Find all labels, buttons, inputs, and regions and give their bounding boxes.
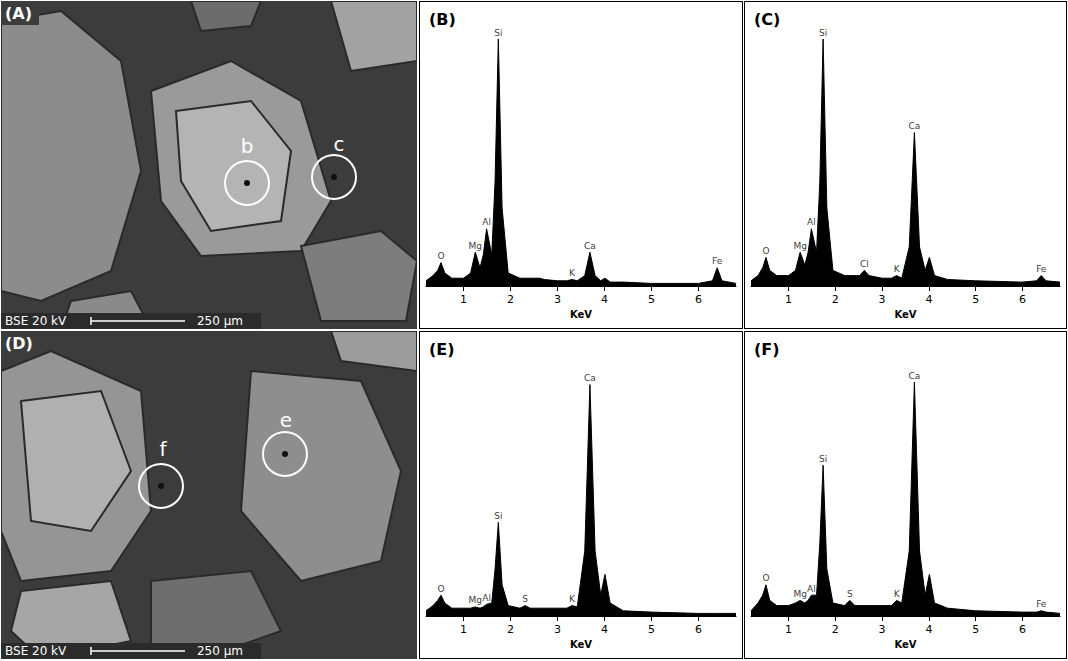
svg-text:2: 2: [507, 623, 514, 636]
svg-text:Si: Si: [819, 454, 827, 464]
svg-text:S: S: [522, 594, 528, 604]
svg-text:Ca: Ca: [908, 371, 920, 381]
svg-text:BSE 20 kV: BSE 20 kV: [5, 314, 67, 328]
svg-text:(A): (A): [5, 4, 32, 23]
svg-text:Al: Al: [807, 584, 816, 594]
svg-text:Ca: Ca: [584, 373, 596, 383]
svg-text:4: 4: [601, 623, 608, 636]
svg-text:2: 2: [832, 623, 839, 636]
svg-text:K: K: [894, 589, 901, 599]
svg-text:Fe: Fe: [1036, 264, 1047, 274]
svg-text:3: 3: [554, 293, 561, 306]
svg-text:6: 6: [1019, 623, 1026, 636]
svg-text:250 µm: 250 µm: [197, 644, 243, 658]
svg-text:K: K: [569, 594, 576, 604]
svg-text:(E): (E): [429, 340, 455, 359]
svg-text:f: f: [159, 437, 167, 461]
svg-text:5: 5: [648, 293, 655, 306]
svg-text:Fe: Fe: [1036, 599, 1047, 609]
svg-text:O: O: [762, 246, 769, 256]
svg-text:2: 2: [832, 293, 839, 306]
svg-text:6: 6: [695, 293, 702, 306]
svg-text:Mg: Mg: [469, 241, 482, 251]
svg-text:(C): (C): [754, 10, 780, 29]
svg-text:5: 5: [972, 623, 979, 636]
svg-text:Ca: Ca: [584, 241, 596, 251]
svg-text:S: S: [847, 589, 853, 599]
svg-text:5: 5: [648, 623, 655, 636]
svg-text:3: 3: [879, 293, 886, 306]
svg-text:KeV: KeV: [570, 639, 592, 650]
svg-text:(D): (D): [5, 334, 33, 353]
svg-text:1: 1: [460, 623, 467, 636]
svg-text:Ca: Ca: [908, 121, 920, 131]
svg-text:1: 1: [460, 293, 467, 306]
svg-text:5: 5: [972, 293, 979, 306]
svg-text:Si: Si: [494, 511, 502, 521]
svg-text:e: e: [280, 408, 292, 432]
svg-text:(B): (B): [429, 10, 456, 29]
svg-text:Mg: Mg: [793, 589, 806, 599]
svg-text:Si: Si: [819, 28, 827, 38]
svg-text:KeV: KeV: [570, 309, 592, 320]
svg-text:KeV: KeV: [894, 639, 916, 650]
svg-text:(F): (F): [754, 340, 780, 359]
svg-text:KeV: KeV: [894, 309, 916, 320]
svg-text:Cl: Cl: [860, 259, 869, 269]
svg-text:2: 2: [507, 293, 514, 306]
svg-text:1: 1: [785, 623, 792, 636]
svg-text:1: 1: [785, 293, 792, 306]
svg-text:K: K: [894, 264, 901, 274]
svg-text:Si: Si: [494, 28, 502, 38]
svg-text:3: 3: [554, 623, 561, 636]
svg-text:3: 3: [879, 623, 886, 636]
svg-text:4: 4: [925, 623, 932, 636]
svg-text:Fe: Fe: [712, 256, 723, 266]
svg-text:Al: Al: [482, 593, 491, 603]
svg-text:K: K: [569, 268, 576, 278]
svg-text:Al: Al: [807, 217, 816, 227]
svg-text:250 µm: 250 µm: [197, 314, 243, 328]
svg-text:Mg: Mg: [469, 595, 482, 605]
svg-text:6: 6: [695, 623, 702, 636]
svg-text:4: 4: [925, 293, 932, 306]
svg-text:O: O: [762, 573, 769, 583]
svg-text:c: c: [334, 132, 345, 156]
svg-text:Al: Al: [482, 217, 491, 227]
svg-text:BSE 20 kV: BSE 20 kV: [5, 644, 67, 658]
svg-text:4: 4: [601, 293, 608, 306]
svg-text:O: O: [437, 251, 444, 261]
svg-text:O: O: [437, 584, 444, 594]
svg-text:Mg: Mg: [793, 241, 806, 251]
svg-text:6: 6: [1019, 293, 1026, 306]
svg-text:b: b: [241, 134, 254, 158]
